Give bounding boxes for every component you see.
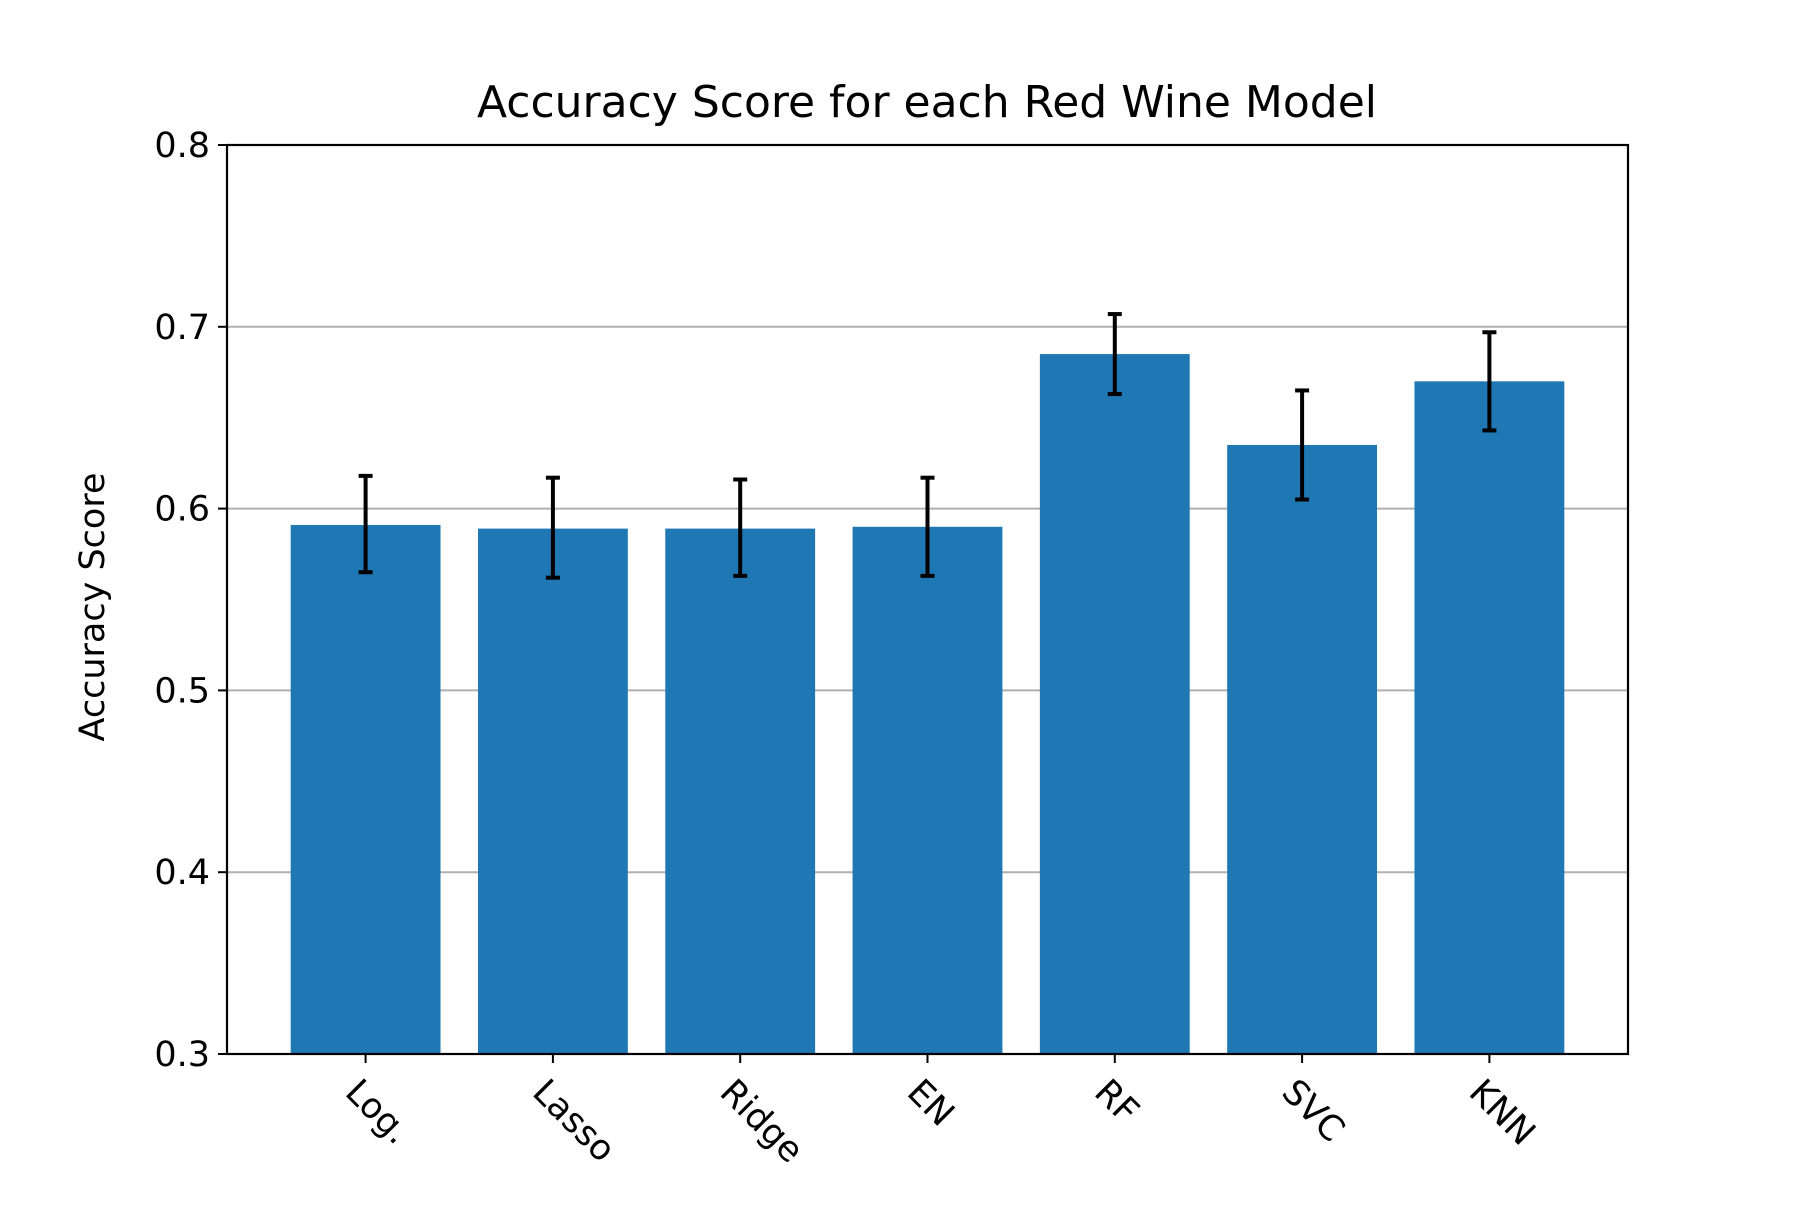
y-tick-label: 0.6 <box>154 490 210 530</box>
bar-rf <box>1039 354 1190 1054</box>
plot-frame <box>225 143 1630 1056</box>
x-tick-label: EN <box>899 1072 961 1134</box>
x-tick-label: Ridge <box>712 1072 811 1171</box>
x-tick-label: SVC <box>1274 1072 1352 1150</box>
bar-ridge <box>665 528 816 1054</box>
x-tick-label: KNN <box>1461 1072 1543 1154</box>
bar-log <box>290 524 441 1054</box>
bar-lasso <box>477 528 628 1054</box>
y-tick-label: 0.3 <box>154 1035 210 1075</box>
bar-knn <box>1414 381 1565 1055</box>
y-axis-label: Accuracy Score <box>73 473 113 742</box>
x-tick-label: Lasso <box>525 1072 623 1170</box>
error-bars <box>358 312 1497 580</box>
bar-svc <box>1227 444 1378 1055</box>
bars <box>290 354 1565 1055</box>
x-tick-label: RF <box>1086 1072 1146 1132</box>
y-tick-label: 0.8 <box>154 126 210 166</box>
y-tick-label: 0.4 <box>154 853 210 893</box>
y-tick-label: 0.5 <box>154 671 210 711</box>
chart-title: Accuracy Score for each Red Wine Model <box>477 77 1377 128</box>
bar-en <box>852 526 1003 1054</box>
x-tick-label: Log. <box>337 1072 417 1152</box>
y-tick-label: 0.7 <box>154 308 210 348</box>
